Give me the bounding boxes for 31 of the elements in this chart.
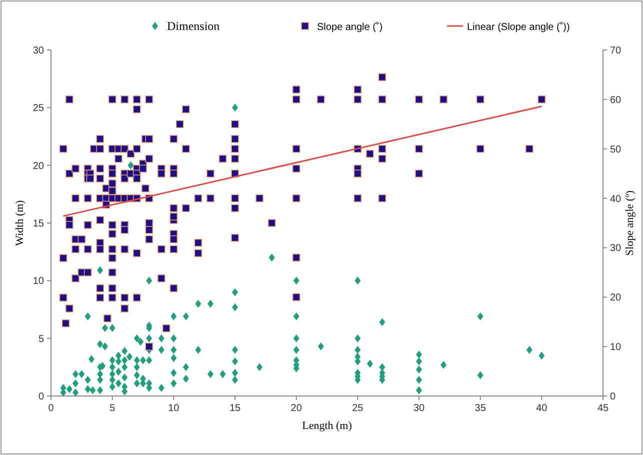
y2-tick-label: 10	[610, 342, 622, 354]
y2-tick-label: 70	[610, 46, 622, 56]
x-tick-label: 10	[168, 403, 180, 414]
y2-tick-label: 60	[610, 94, 622, 106]
y2-tick-label: 50	[610, 144, 622, 156]
y-tick-label: 25	[32, 103, 44, 114]
y-tick-label: 30	[32, 46, 44, 56]
legend-label: Dimension	[167, 19, 220, 33]
x-tick-label: 30	[413, 403, 425, 414]
y2-axis-title: Slope angle (º)	[624, 190, 636, 256]
x-tick-label: 25	[352, 403, 364, 414]
y2-tick-label: 30	[610, 243, 622, 254]
x-axis-title: Length (m)	[302, 420, 352, 432]
x-tick-label: 20	[290, 403, 302, 414]
x-tick-label: 5	[110, 403, 116, 414]
x-tick-label: 0	[48, 403, 54, 414]
y2-tick-label: 0	[610, 392, 616, 402]
legend-label: Slope angle (˚)	[317, 21, 383, 33]
y2-tick-label: 20	[610, 292, 622, 304]
legend-label: Linear (Slope angle (˚))	[467, 21, 570, 33]
y2-tick-label: 40	[610, 194, 622, 205]
y-tick-label: 10	[32, 276, 44, 288]
x-tick-label: 40	[536, 403, 548, 414]
y-tick-label: 0	[38, 392, 44, 402]
x-tick-label: 35	[474, 403, 486, 414]
x-tick-label: 15	[229, 403, 241, 414]
x-tick-label: 45	[597, 403, 609, 414]
y-tick-label: 5	[38, 334, 44, 345]
y-tick-label: 20	[32, 160, 44, 172]
y-tick-label: 15	[32, 218, 44, 230]
y-axis-title: Width (m)	[14, 200, 26, 246]
